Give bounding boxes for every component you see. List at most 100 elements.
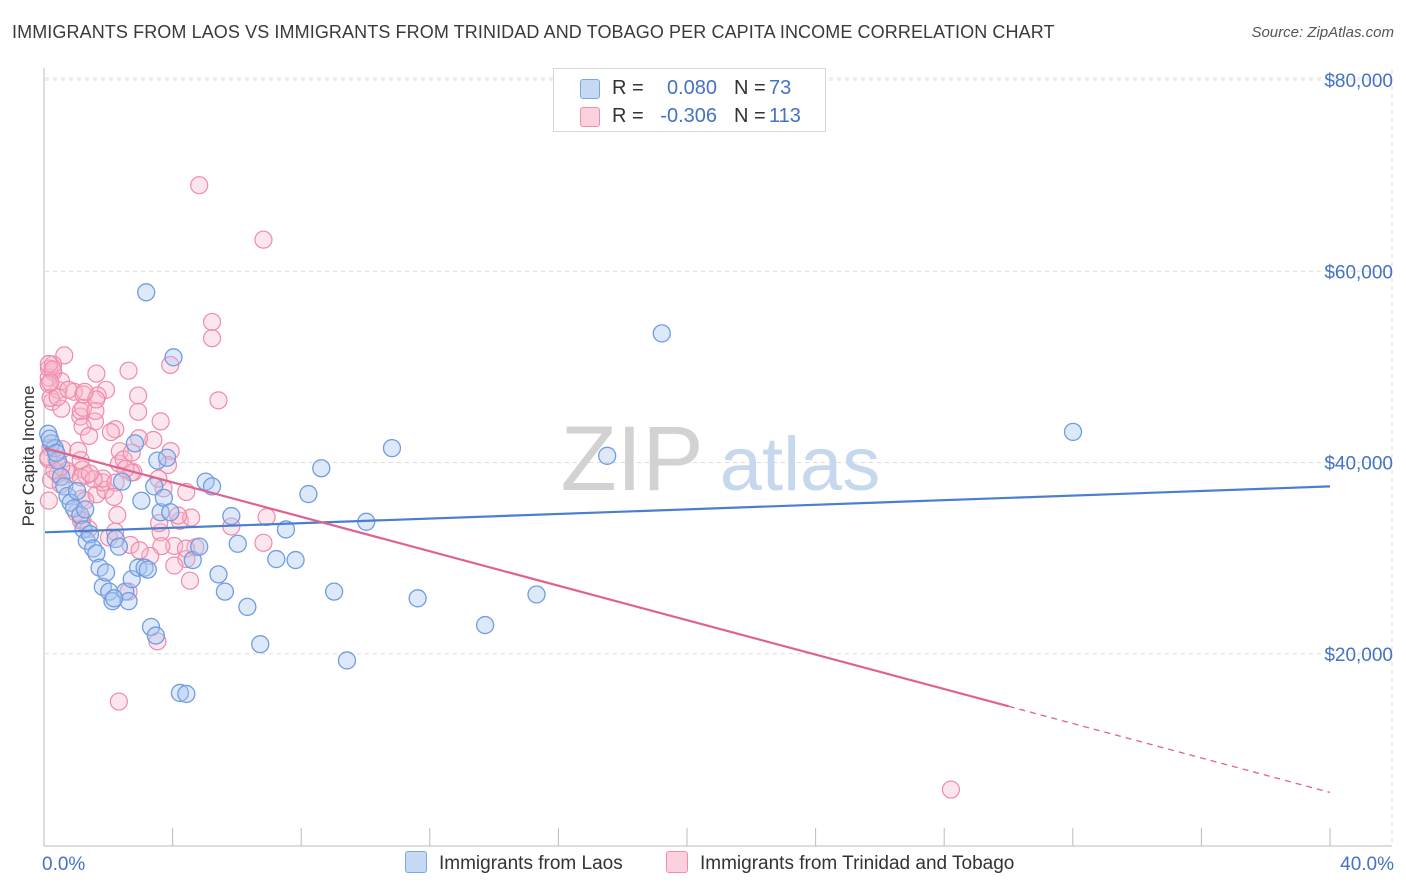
blue-point (324, 582, 344, 601)
blue-point (598, 446, 617, 465)
bottom-legend-swatch-pink (666, 851, 688, 873)
pink-point (141, 546, 160, 566)
pink-point (52, 399, 71, 418)
legend-row-trinidad: R = -0.306 N = 113 (554, 101, 825, 131)
pink-point (257, 507, 276, 527)
pink-point (73, 417, 92, 436)
bottom-legend-trinidad: Immigrants from Trinidad and Tobago (666, 851, 1014, 875)
legend-r-label: R = (612, 105, 644, 127)
pink-point (41, 373, 60, 392)
pink-point (151, 412, 170, 431)
pink-point (39, 491, 58, 510)
blue-point (299, 484, 318, 504)
blue-point (146, 626, 165, 645)
pink-point (165, 536, 184, 556)
blue-point (161, 503, 180, 522)
pink-points (39, 176, 961, 799)
blue-point (132, 491, 151, 510)
pink-point (105, 522, 125, 541)
pink-point (176, 539, 196, 558)
pink-point (254, 230, 273, 249)
blue-point (122, 570, 141, 589)
legend-r-label: R = (612, 77, 644, 99)
trendlines (44, 447, 1331, 794)
legend-swatch-pink (580, 107, 600, 127)
blue-point (138, 560, 157, 579)
pink-point (108, 505, 127, 525)
pink-point (190, 176, 209, 195)
blue-point (151, 503, 170, 522)
blue-point (164, 348, 183, 367)
pink-point (45, 461, 64, 480)
blue-point (276, 520, 296, 539)
pink-point (109, 692, 128, 711)
pink-point (48, 388, 67, 407)
y-axis-label: Per Capita Income (19, 386, 38, 527)
stats-legend: R = 0.080 N = 73 R = -0.306 N = 113 (553, 68, 826, 132)
blue-point (112, 472, 132, 491)
blue-point (228, 534, 247, 553)
pink-point (80, 464, 99, 483)
blue-point (251, 635, 270, 654)
pink-point (202, 312, 222, 332)
y-tick-label: $20,000 (1324, 645, 1393, 666)
pink-point (106, 473, 125, 492)
legend-n-label: N = (734, 105, 766, 127)
watermark-atlas: atlas (720, 422, 881, 507)
blue-point (337, 651, 357, 670)
blue-point (157, 448, 177, 467)
pink-point (158, 455, 178, 475)
tick-labels: $20,000 $40,000 $60,000 $80,000 0.0% 40.0% (42, 71, 1394, 875)
trendline-laos (44, 485, 1331, 534)
y-tick-label: $60,000 (1324, 262, 1393, 283)
legend-n-value: 73 (769, 77, 792, 99)
blue-point (67, 482, 87, 501)
legend-n-value: 113 (769, 105, 801, 127)
blue-point (109, 537, 129, 556)
pink-point (43, 355, 63, 374)
blue-points (39, 283, 1083, 704)
pink-point (130, 541, 149, 560)
blue-point (104, 589, 124, 608)
pink-point (180, 571, 200, 590)
blue-point (96, 563, 116, 582)
blue-point (408, 589, 427, 608)
pink-point (941, 780, 961, 799)
blue-point (137, 283, 156, 302)
watermark-zip: ZIP (560, 408, 703, 510)
blue-point (76, 500, 95, 519)
blue-point (652, 324, 671, 343)
legend-swatch-blue (580, 79, 600, 99)
blue-point (141, 617, 161, 637)
blue-point (267, 549, 286, 569)
axes (43, 68, 1392, 847)
pink-point (59, 380, 78, 399)
blue-point (209, 565, 228, 584)
pink-point (165, 556, 184, 575)
trendline-trinidad (44, 447, 1010, 708)
bottom-legend-label: Immigrants from Trinidad and Tobago (700, 853, 1015, 874)
pink-point (87, 364, 106, 383)
pink-point (119, 361, 138, 380)
bottom-legend-laos: Immigrants from Laos (405, 851, 623, 875)
source-label: Source: ZipAtlas.com (1251, 24, 1394, 41)
blue-point (103, 592, 122, 611)
chart-title: IMMIGRANTS FROM LAOS VS IMMIGRANTS FROM … (12, 22, 1055, 42)
x-tick-label: 40.0% (1340, 854, 1394, 875)
blue-point (527, 585, 546, 604)
blue-point (382, 439, 402, 458)
pink-point (79, 426, 99, 446)
pink-point (129, 386, 148, 405)
blue-point (51, 467, 71, 486)
pink-point (254, 533, 273, 552)
legend-n-label: N = (734, 77, 766, 99)
blue-point (177, 684, 196, 704)
pink-point (75, 382, 94, 401)
gridlines (45, 70, 1393, 845)
legend-r-value: 0.080 (666, 77, 717, 99)
x-tick-label: 0.0% (42, 854, 85, 875)
blue-point (475, 615, 495, 635)
blue-point (125, 434, 145, 453)
blue-point (286, 550, 305, 570)
